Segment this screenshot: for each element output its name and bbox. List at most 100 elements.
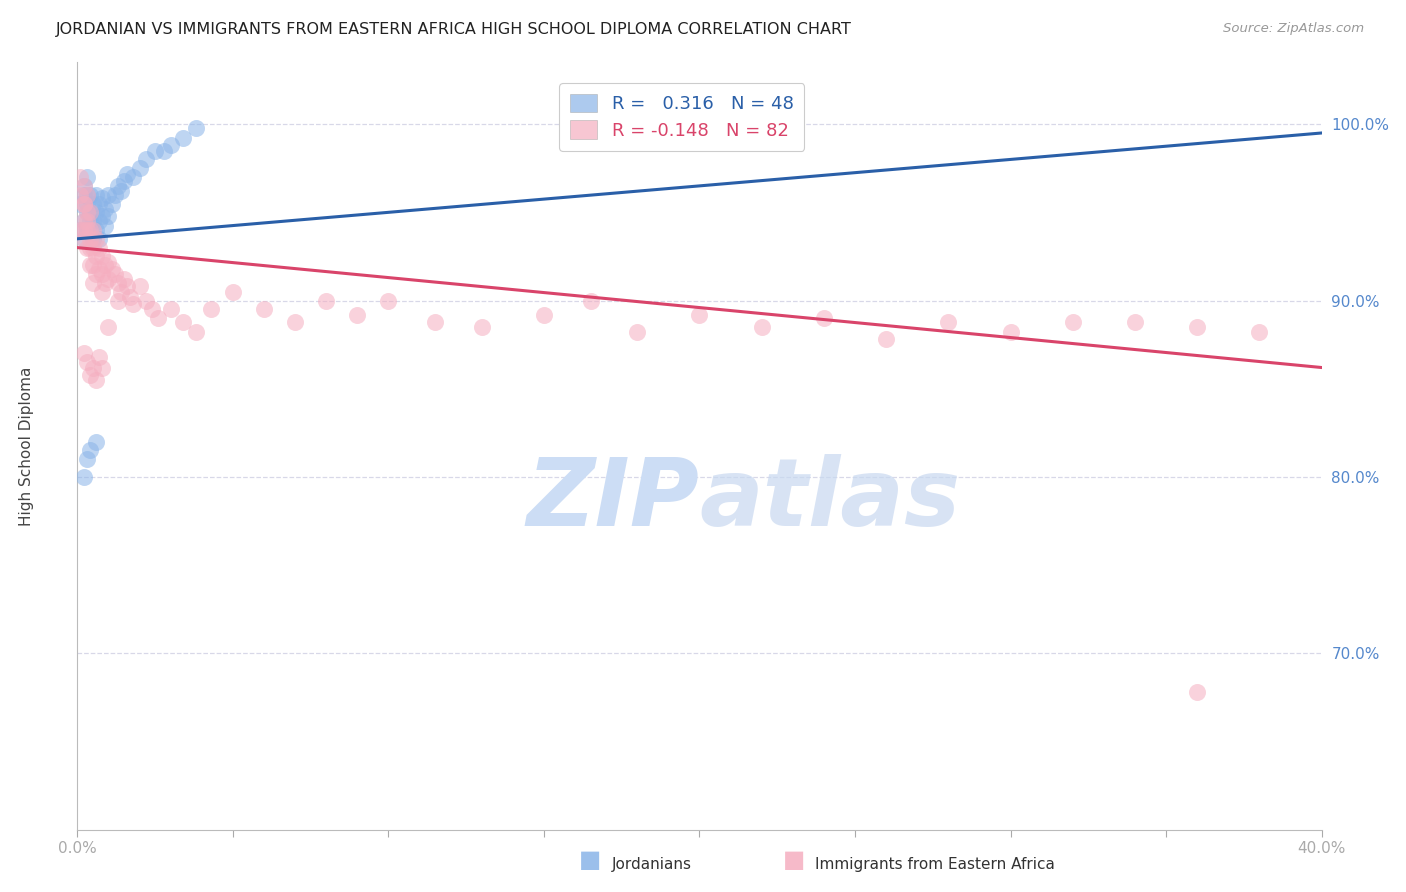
- Point: [84, 373, 107, 387]
- Point: [84, 205, 107, 219]
- Point: [84, 187, 107, 202]
- Point: [626, 325, 648, 339]
- Text: atlas: atlas: [700, 454, 960, 546]
- Point: [82, 360, 104, 375]
- Point: [135, 293, 157, 308]
- Point: [76, 205, 98, 219]
- Point: [91, 249, 114, 263]
- Point: [110, 184, 132, 198]
- Point: [87, 241, 110, 255]
- Point: [91, 209, 114, 223]
- Point: [94, 202, 117, 216]
- Text: Immigrants from Eastern Africa: Immigrants from Eastern Africa: [815, 857, 1056, 872]
- Point: [423, 315, 446, 329]
- Point: [91, 360, 114, 375]
- Point: [91, 285, 114, 299]
- Point: [76, 452, 98, 467]
- Text: Jordanians: Jordanians: [612, 857, 692, 872]
- Point: [79, 214, 101, 228]
- Point: [76, 223, 98, 237]
- Point: [128, 279, 150, 293]
- Point: [79, 241, 101, 255]
- Point: [94, 258, 117, 272]
- Point: [76, 205, 98, 219]
- Point: [84, 267, 107, 281]
- Point: [82, 241, 104, 255]
- Point: [172, 315, 194, 329]
- Point: [76, 187, 98, 202]
- Point: [1062, 315, 1084, 329]
- Point: [153, 144, 176, 158]
- Point: [579, 293, 602, 308]
- Legend: R =   0.316   N = 48, R = -0.148   N = 82: R = 0.316 N = 48, R = -0.148 N = 82: [560, 83, 804, 151]
- Point: [159, 302, 181, 317]
- Point: [72, 214, 94, 228]
- Point: [84, 232, 107, 246]
- Point: [751, 320, 773, 334]
- Point: [115, 279, 138, 293]
- Point: [120, 290, 142, 304]
- Point: [112, 272, 135, 286]
- Point: [72, 214, 94, 228]
- Point: [97, 209, 120, 223]
- Point: [135, 153, 157, 167]
- Text: ZIP: ZIP: [527, 454, 700, 546]
- Point: [82, 232, 104, 246]
- Point: [315, 293, 337, 308]
- Point: [76, 170, 98, 185]
- Point: [69, 170, 91, 185]
- Point: [79, 368, 101, 382]
- Point: [471, 320, 494, 334]
- Point: [69, 196, 91, 211]
- Point: [82, 214, 104, 228]
- Point: [82, 196, 104, 211]
- Point: [184, 325, 207, 339]
- Point: [69, 223, 91, 237]
- Point: [82, 258, 104, 272]
- Point: [87, 261, 110, 276]
- Point: [1185, 685, 1208, 699]
- Point: [115, 167, 138, 181]
- Text: JORDANIAN VS IMMIGRANTS FROM EASTERN AFRICA HIGH SCHOOL DIPLOMA CORRELATION CHAR: JORDANIAN VS IMMIGRANTS FROM EASTERN AFR…: [56, 22, 852, 37]
- Point: [107, 276, 129, 290]
- Point: [82, 223, 104, 237]
- Point: [76, 214, 98, 228]
- Point: [172, 131, 194, 145]
- Point: [222, 285, 245, 299]
- Point: [97, 320, 120, 334]
- Point: [76, 187, 98, 202]
- Point: [91, 267, 114, 281]
- Point: [79, 223, 101, 237]
- Point: [159, 138, 181, 153]
- Point: [82, 276, 104, 290]
- Point: [79, 232, 101, 246]
- Point: [112, 173, 135, 187]
- Point: [689, 308, 711, 322]
- Point: [107, 293, 129, 308]
- Point: [94, 219, 117, 234]
- Point: [377, 293, 399, 308]
- Point: [533, 308, 555, 322]
- Point: [1123, 315, 1146, 329]
- Point: [79, 443, 101, 458]
- Point: [346, 308, 368, 322]
- Point: [72, 232, 94, 246]
- Point: [84, 434, 107, 449]
- Point: [72, 232, 94, 246]
- Point: [936, 315, 959, 329]
- Point: [100, 196, 122, 211]
- Y-axis label: High School Diploma: High School Diploma: [18, 367, 34, 525]
- Point: [87, 232, 110, 246]
- Point: [72, 178, 94, 193]
- Point: [253, 302, 276, 317]
- Point: [1249, 325, 1271, 339]
- Point: [128, 161, 150, 176]
- Point: [69, 223, 91, 237]
- Point: [87, 350, 110, 364]
- Point: [79, 205, 101, 219]
- Point: [97, 187, 120, 202]
- Point: [76, 223, 98, 237]
- Text: Source: ZipAtlas.com: Source: ZipAtlas.com: [1223, 22, 1364, 36]
- Point: [79, 205, 101, 219]
- Point: [72, 196, 94, 211]
